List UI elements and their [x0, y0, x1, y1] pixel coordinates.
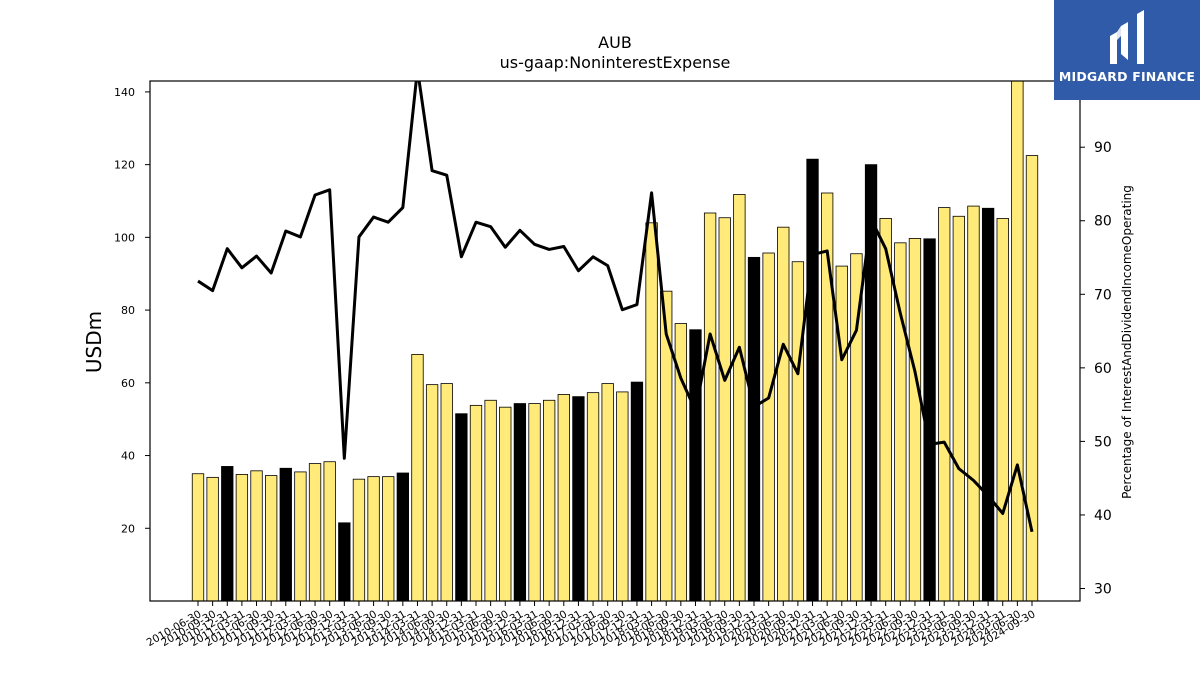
bar [221, 466, 234, 601]
bar [250, 470, 263, 601]
bar [323, 461, 336, 601]
chart-subtitle: us-gaap:NoninterestExpense [500, 53, 731, 72]
bar [747, 256, 761, 601]
plot-frame [149, 80, 1081, 602]
y-right-tick-label: 80 [1094, 214, 1112, 230]
bar [1025, 155, 1039, 601]
y-left-tick-label: 60 [121, 377, 135, 390]
bar [1011, 81, 1024, 601]
bar [352, 478, 366, 601]
bar [396, 472, 409, 601]
y-axis-left-label: USDm [82, 311, 106, 373]
bar [308, 463, 322, 601]
y-right-tick-label: 70 [1094, 287, 1112, 303]
bar [440, 383, 453, 601]
bar [513, 403, 527, 601]
y-right-tick-label: 60 [1094, 361, 1112, 377]
chart-title: AUB [598, 33, 632, 52]
bar [660, 290, 673, 601]
bar [645, 222, 658, 601]
bar [411, 354, 424, 601]
y-left-tick-label: 80 [121, 304, 135, 317]
bar [762, 252, 775, 601]
bar [367, 476, 380, 601]
bar [543, 399, 556, 601]
y-left-tick-label: 140 [114, 86, 135, 99]
bar [235, 474, 249, 601]
bar [616, 391, 629, 601]
bar [425, 384, 439, 601]
bar [586, 392, 600, 601]
bar [952, 215, 965, 601]
y-right-tick-label: 40 [1094, 508, 1112, 524]
bar [294, 471, 307, 601]
bar [557, 394, 570, 601]
bar [630, 381, 644, 601]
bar [455, 413, 468, 601]
bar [938, 207, 951, 601]
y-right-tick-label: 30 [1094, 581, 1112, 597]
bar [674, 323, 687, 601]
bar [484, 399, 497, 601]
y-left-tick-label: 100 [114, 231, 135, 244]
bar [191, 473, 205, 601]
bar [718, 217, 731, 601]
bar [733, 194, 746, 601]
bar [382, 476, 395, 601]
y-left-tick-label: 20 [121, 522, 135, 535]
bar [791, 261, 805, 601]
bar [601, 383, 614, 601]
midgard-finance-logo: MIDGARD FINANCE [1054, 0, 1200, 100]
bar [821, 192, 834, 601]
axes-layer [149, 80, 1081, 602]
bar [206, 476, 219, 601]
bar [967, 205, 980, 601]
midgard-logo-icon [1110, 10, 1144, 64]
bar [469, 404, 483, 601]
y-axis-right-label: Percentage of InterestAndDividendIncomeO… [1120, 185, 1134, 499]
line-series [197, 81, 1034, 533]
bar [572, 396, 585, 601]
bar [806, 158, 819, 601]
bar [981, 207, 995, 601]
bar [528, 403, 541, 601]
bars-layer [191, 81, 1039, 601]
line-layer [197, 81, 1034, 533]
bar [338, 522, 351, 601]
y-right-tick-label: 90 [1094, 140, 1112, 156]
bar [499, 406, 512, 601]
bar [703, 212, 717, 601]
ticks-layer: 20406080100120140304050607080902010-06-3… [114, 86, 1112, 649]
y-right-tick-label: 50 [1094, 434, 1112, 450]
bar [879, 218, 892, 601]
bar [777, 226, 790, 601]
bar [996, 218, 1009, 601]
logo-text: MIDGARD FINANCE [1058, 69, 1196, 84]
bar [908, 238, 922, 601]
bar [689, 329, 702, 601]
bar [265, 475, 278, 601]
bar [835, 265, 848, 601]
y-left-tick-label: 120 [114, 159, 135, 172]
bar [279, 467, 292, 601]
y-left-tick-label: 40 [121, 450, 135, 463]
bar [894, 242, 907, 601]
